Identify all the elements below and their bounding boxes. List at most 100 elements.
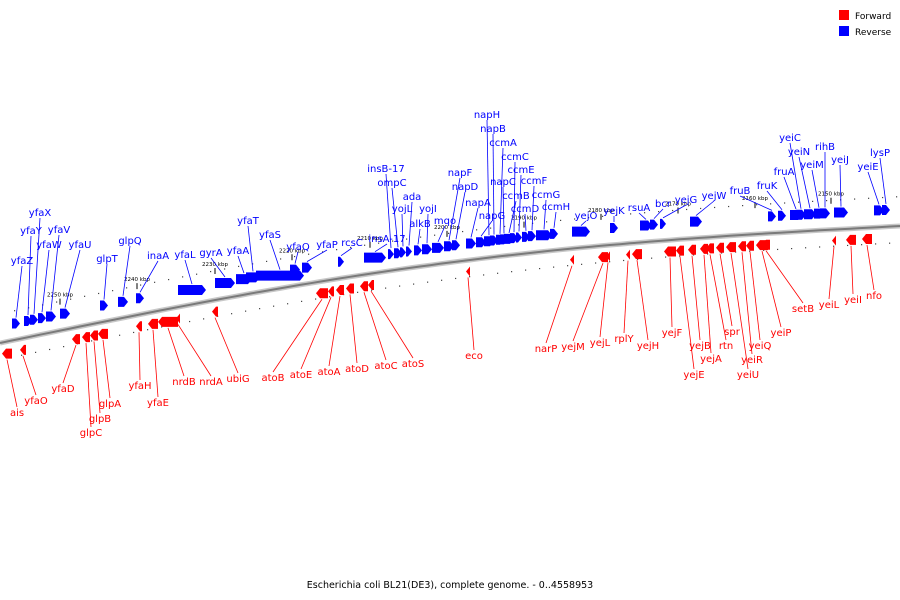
legend-forward-swatch <box>839 10 849 20</box>
track-dot <box>84 295 86 297</box>
gene-leader-line <box>437 225 446 243</box>
gene-reverse-yejW <box>690 216 702 227</box>
track-dot <box>777 248 779 251</box>
gene-leader-line <box>401 213 404 247</box>
track-dot <box>728 205 730 208</box>
track-dot <box>224 268 226 270</box>
gene-forward-atoC <box>360 281 368 292</box>
track-dot <box>238 265 240 268</box>
track-dot <box>385 287 387 289</box>
gene-leader-line <box>811 169 820 208</box>
track-dot <box>413 283 415 285</box>
track-dot <box>140 284 142 286</box>
gene-label-yfaW: yfaW <box>36 240 62 251</box>
track-dot <box>735 251 737 253</box>
gene-reverse-yfaQ <box>290 264 300 275</box>
track-dot <box>833 245 835 247</box>
scale-tick-label: 2230 kbp <box>202 262 228 268</box>
gene-label-napC: napC <box>490 177 516 188</box>
gene-reverse-insA-17 <box>364 252 386 263</box>
track-dot <box>630 213 632 215</box>
gene-reverse-yfaU <box>60 308 70 319</box>
gene-leader-line <box>739 195 773 211</box>
gene-label-atoC: atoC <box>374 361 397 372</box>
gene-leader-line <box>363 292 387 361</box>
gene-label-yejF: yejF <box>662 328 683 339</box>
gene-leader-line <box>480 220 493 237</box>
gene-forward-setB <box>762 239 770 250</box>
track-dot <box>490 227 492 229</box>
track-dot <box>847 244 849 247</box>
gene-label-yojI: yojI <box>419 204 437 215</box>
gene-label-yojL: yojL <box>392 204 413 215</box>
track-dot <box>168 278 170 281</box>
gene-label-ais: ais <box>10 408 24 419</box>
gene-reverse-yeiE <box>874 205 884 216</box>
gene-forward-nrdB <box>158 316 178 327</box>
track-dot <box>749 250 751 252</box>
gene-leader-line <box>502 186 505 234</box>
gene-label-yfaS: yfaS <box>259 230 281 241</box>
gene-forward-yeiU <box>726 242 736 253</box>
genome-caption: Escherichia coli BL21(DE3), complete gen… <box>307 580 593 591</box>
gene-forward-yejF <box>664 246 676 257</box>
gene-leader-line <box>294 251 299 264</box>
gene-reverse-fruK <box>778 210 786 221</box>
gene-reverse-yeiC <box>796 209 806 220</box>
track-dot <box>511 271 513 273</box>
gene-reverse-yejG <box>660 218 666 229</box>
gene-label-rsuA: rsuA <box>628 203 651 214</box>
gene-label-yejL: yejL <box>590 338 611 349</box>
gene-reverse-glpQ <box>118 296 128 307</box>
track-dot <box>707 253 709 255</box>
gene-leader-line <box>122 245 131 296</box>
gene-label-narP: narP <box>535 344 558 355</box>
gene-label-yeiN: yeiN <box>788 147 810 158</box>
gene-reverse-mqo <box>432 242 444 253</box>
track-dot <box>357 291 359 293</box>
track-dot <box>182 276 184 278</box>
scale-tick-label: 2250 kbp <box>47 293 73 299</box>
legend-reverse-label: Reverse <box>855 28 892 38</box>
track-dot <box>826 200 828 202</box>
gene-label-yfaL: yfaL <box>174 250 196 261</box>
track-dot <box>686 208 688 211</box>
gene-reverse-bcr <box>650 219 658 230</box>
track-dot <box>882 196 884 199</box>
gene-label-napH: napH <box>474 110 500 121</box>
gene-label-yeiR: yeiR <box>741 355 763 366</box>
scale-tick-label: 2240 kbp <box>124 277 150 283</box>
gene-forward-yeiI <box>846 234 856 245</box>
gene-leader-line <box>524 213 527 231</box>
gene-label-alkB: alkB <box>409 219 431 230</box>
track-dot <box>126 287 128 289</box>
gene-leader-line <box>867 171 880 205</box>
gene-leader-line <box>703 254 712 354</box>
track-dot <box>784 202 786 204</box>
scale-tick-label: 2160 kbp <box>742 196 768 202</box>
track-dot <box>252 263 254 265</box>
track-dot <box>133 331 135 334</box>
gene-label-ada: ada <box>403 192 422 203</box>
track-dot <box>644 212 646 214</box>
gene-leader-line <box>789 142 802 209</box>
gene-leader-line <box>102 339 111 399</box>
gene-leader-line <box>470 207 479 238</box>
gene-reverse-lysP <box>882 204 890 215</box>
track-dot <box>287 303 289 305</box>
track-dot <box>525 269 527 271</box>
gene-leader-line <box>306 249 328 262</box>
track-dot <box>798 201 800 203</box>
track-dot <box>595 262 597 264</box>
gene-forward-atoB <box>316 288 328 299</box>
gene-label-yeiI: yeiI <box>844 295 862 306</box>
track-dot <box>770 203 772 205</box>
gene-label-napD: napD <box>452 182 479 193</box>
track-dot <box>434 234 436 236</box>
gene-label-yeiP: yeiP <box>771 328 792 339</box>
gene-forward-yfaO <box>20 344 26 355</box>
gene-leader-line <box>866 244 875 291</box>
track-dot <box>679 255 681 257</box>
gene-label-yeiC: yeiC <box>779 133 801 144</box>
gene-forward-glpA <box>98 328 108 339</box>
